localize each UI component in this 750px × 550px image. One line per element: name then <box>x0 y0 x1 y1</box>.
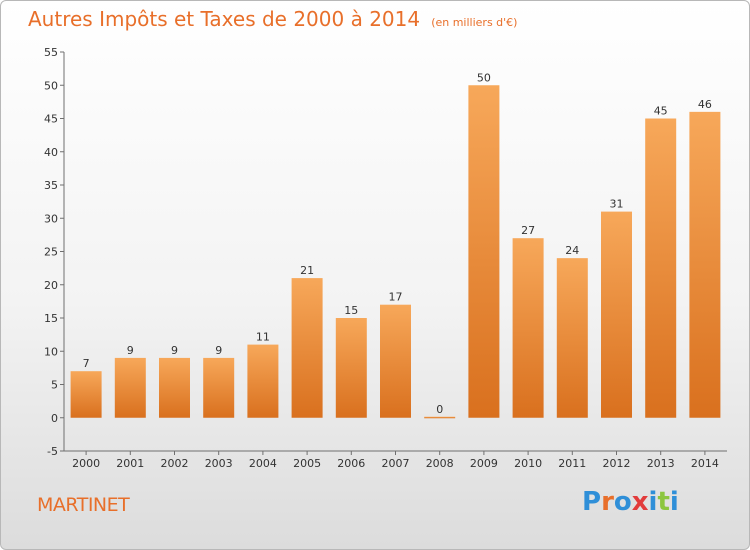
logo-letter: x <box>631 487 649 517</box>
logo-letter: r <box>601 487 614 517</box>
data-label: 50 <box>477 71 491 84</box>
data-label: 0 <box>436 403 443 416</box>
y-tick-label: 50 <box>44 79 58 92</box>
x-tick-label: 2010 <box>514 457 542 470</box>
bar <box>70 371 102 418</box>
logo-letter: P <box>582 487 602 517</box>
bar <box>203 357 235 418</box>
data-label: 7 <box>83 357 90 370</box>
data-label: 15 <box>344 304 358 317</box>
bar <box>291 278 323 418</box>
x-tick-label: 2014 <box>691 457 719 470</box>
y-tick-label: -5 <box>47 445 58 458</box>
chart-title: Autres Impôts et Taxes de 2000 à 2014 (e… <box>28 7 517 31</box>
bar <box>556 258 588 418</box>
x-tick-label: 2002 <box>161 457 189 470</box>
y-tick-label: 30 <box>44 212 58 225</box>
data-label: 24 <box>565 244 579 257</box>
bar <box>424 416 456 419</box>
data-label: 9 <box>215 344 222 357</box>
bar <box>335 318 367 418</box>
data-label: 17 <box>389 291 403 304</box>
x-tick-label: 2007 <box>382 457 410 470</box>
x-tick-label: 2006 <box>337 457 365 470</box>
bar <box>512 238 544 418</box>
commune-name: MARTINET <box>37 494 130 516</box>
data-label: 9 <box>127 344 134 357</box>
x-tick-label: 2009 <box>470 457 498 470</box>
y-tick-label: 45 <box>44 113 58 126</box>
data-label: 27 <box>521 224 535 237</box>
data-label: 45 <box>654 105 668 118</box>
y-tick-label: 35 <box>44 179 58 192</box>
chart-title-unit: (en milliers d'€) <box>431 16 518 29</box>
x-tick-label: 2003 <box>205 457 233 470</box>
data-label: 21 <box>300 264 314 277</box>
y-tick-label: 20 <box>44 279 58 292</box>
y-tick-label: 5 <box>51 379 58 392</box>
data-label: 46 <box>698 98 712 111</box>
chart-title-main: Autres Impôts et Taxes de 2000 à 2014 <box>28 7 421 31</box>
proxiti-logo: Proxiti <box>582 487 679 517</box>
data-label: 11 <box>256 331 270 344</box>
x-tick-label: 2011 <box>558 457 586 470</box>
y-tick-label: 40 <box>44 146 58 159</box>
x-tick-label: 2008 <box>426 457 454 470</box>
bar <box>645 118 677 418</box>
data-label: 9 <box>171 344 178 357</box>
logo-letter: o <box>613 487 632 517</box>
x-tick-label: 2001 <box>116 457 144 470</box>
y-tick-label: 15 <box>44 312 58 325</box>
bar <box>468 85 500 418</box>
bar <box>380 304 411 418</box>
logo-letter: i <box>669 487 679 517</box>
bar <box>114 357 146 418</box>
x-tick-label: 2004 <box>249 457 277 470</box>
logo-letter: i <box>648 487 658 517</box>
y-tick-label: 25 <box>44 246 58 259</box>
bar <box>601 211 632 418</box>
x-tick-label: 2012 <box>603 457 631 470</box>
bar <box>689 111 721 418</box>
x-tick-label: 2000 <box>72 457 100 470</box>
bar <box>247 344 279 418</box>
data-label: 31 <box>610 198 624 211</box>
x-tick-label: 2005 <box>293 457 321 470</box>
y-tick-label: 55 <box>44 46 58 59</box>
x-tick-label: 2013 <box>647 457 675 470</box>
logo-letter: t <box>657 487 670 517</box>
bar <box>159 357 190 418</box>
y-tick-label: 0 <box>51 412 58 425</box>
y-tick-label: 10 <box>44 345 58 358</box>
